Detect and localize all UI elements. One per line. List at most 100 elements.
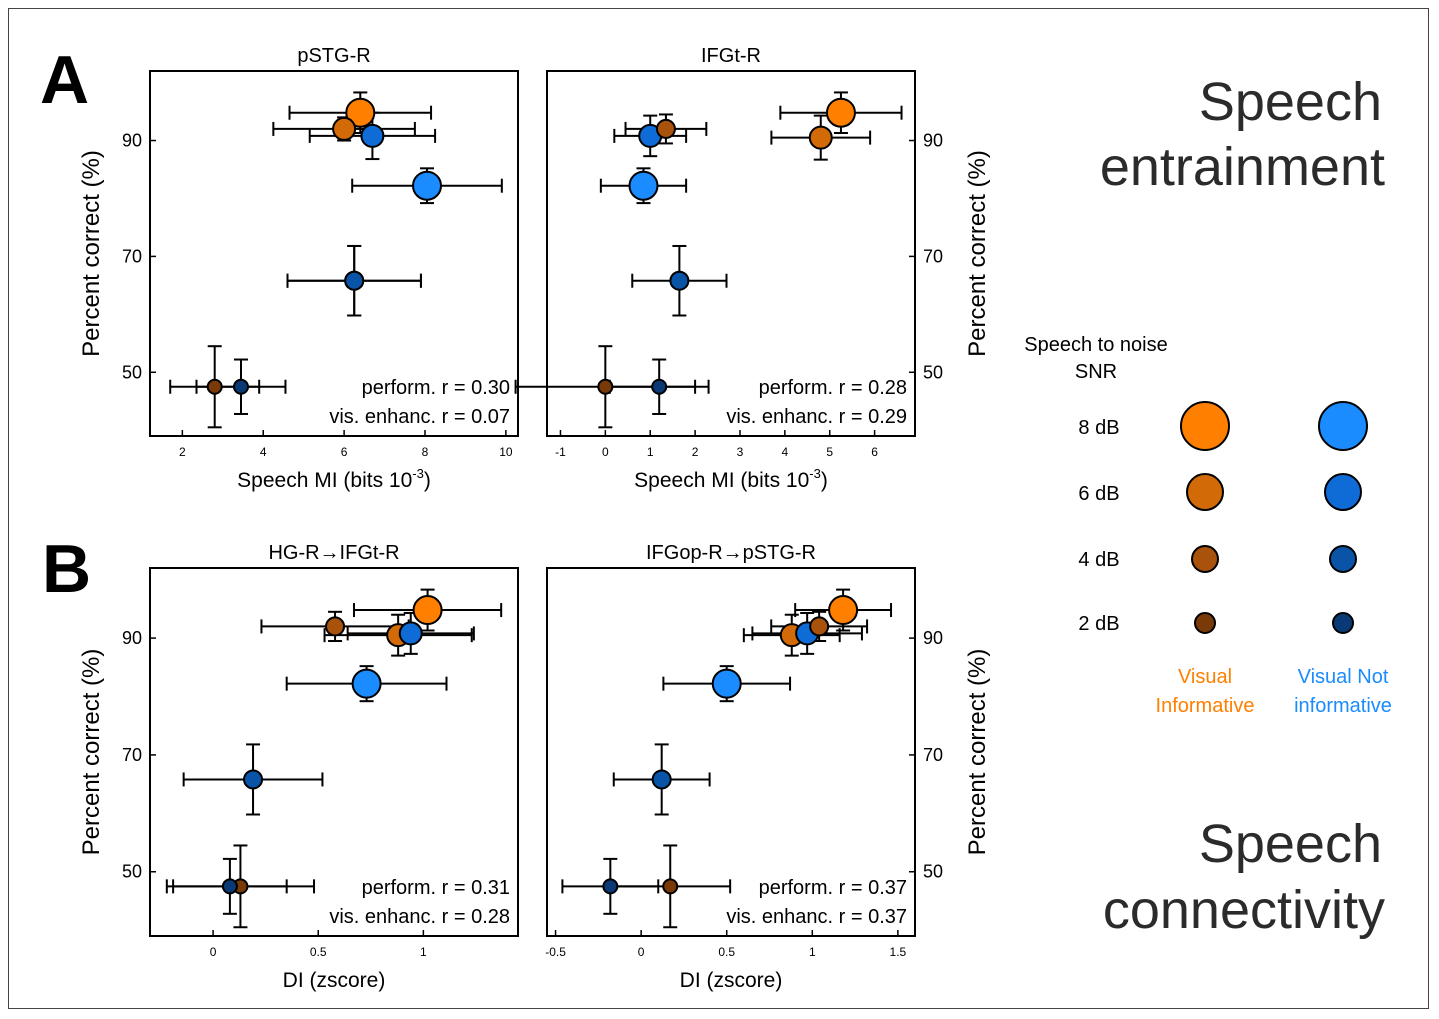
- data-point-notinformative-6db: [360, 123, 385, 148]
- x-tick-label: 1.5: [890, 945, 907, 959]
- data-point-notinformative-4db: [344, 270, 365, 291]
- legend-level-8db: 8 dB: [1078, 417, 1119, 439]
- legend-marker-informative-6db: [1186, 473, 1224, 511]
- legend-col2-label-line2: informative: [1294, 695, 1392, 717]
- plot-frame: [149, 567, 519, 937]
- x-tick-label: 5: [826, 445, 833, 459]
- x-tick-label: 0: [210, 945, 217, 959]
- y-tick-label: 90: [923, 628, 943, 648]
- data-point-notinformative-2db: [221, 878, 238, 895]
- y-tick-label: 70: [122, 246, 142, 266]
- y-tick-label: 90: [122, 131, 142, 151]
- chart-title: pSTG-R: [297, 45, 370, 67]
- annotation-text: vis. enhanc. r = 0.07: [329, 406, 510, 428]
- legend-col2-label-line1: Visual Not: [1298, 666, 1389, 688]
- y-tick-label: 50: [923, 862, 943, 882]
- chart-panel-2: IFGt-R -1 0 1 2 3 4 5 6 50 70 90 Speech MI (bits 10-…: [514, 45, 991, 492]
- data-point-informative-6db: [808, 125, 833, 150]
- x-tick-label: 1: [809, 945, 816, 959]
- y-tick-label: 90: [122, 628, 142, 648]
- legend-marker-informative-2db: [1194, 612, 1216, 634]
- data-point-informative-4db: [809, 616, 830, 637]
- annotation-text: perform. r = 0.31: [362, 877, 510, 899]
- x-tick-label: 1: [420, 945, 427, 959]
- legend-level-6db: 6 dB: [1078, 483, 1119, 505]
- y-tick-label: 70: [122, 745, 142, 765]
- legend-level-4db: 4 dB: [1078, 549, 1119, 571]
- x-tick-label: 2: [692, 445, 699, 459]
- x-tick-label: 4: [260, 445, 267, 459]
- y-tick-label: 50: [122, 362, 142, 382]
- data-point-informative-6db: [332, 116, 357, 141]
- y-tick-label: 70: [923, 246, 943, 266]
- data-point-notinformative-4db: [669, 270, 690, 291]
- data-point-informative-2db: [662, 878, 679, 895]
- x-tick-label: 3: [737, 445, 744, 459]
- x-tick-label: 8: [422, 445, 429, 459]
- y-axis-label: Percent correct (%): [964, 649, 991, 856]
- chart-title: IFGop-R→pSTG-R: [646, 542, 816, 564]
- x-tick-label: -1: [555, 445, 566, 459]
- legend-level-2db: 2 dB: [1078, 613, 1119, 635]
- legend-col1-label-line1: Visual: [1178, 666, 1232, 688]
- data-point-informative-8db: [412, 595, 443, 626]
- plot-frame: [149, 70, 519, 437]
- panel-letter-b: B: [42, 531, 91, 607]
- data-point-informative-2db: [206, 378, 223, 395]
- plot-frame: [546, 70, 916, 437]
- data-point-notinformative-2db: [602, 878, 619, 895]
- data-point-notinformative-2db: [232, 378, 249, 395]
- x-tick-label: 6: [341, 445, 348, 459]
- data-point-notinformative-8db: [351, 668, 382, 699]
- side-label-entrainment-line1: Speech: [1199, 72, 1382, 132]
- legend-title-line1: Speech to noise: [1024, 334, 1167, 356]
- legend-marker-notinformative-6db: [1324, 473, 1362, 511]
- x-tick-label: 6: [871, 445, 878, 459]
- chart-title: HG-R→IFGt-R: [268, 542, 399, 564]
- x-tick-label: 0: [602, 445, 609, 459]
- legend-marker-notinformative-4db: [1329, 545, 1357, 573]
- x-tick-label: 0.5: [310, 945, 327, 959]
- y-tick-label: 50: [923, 362, 943, 382]
- annotation-text: vis. enhanc. r = 0.28: [329, 906, 510, 928]
- legend-col1-label-line2: Informative: [1156, 695, 1255, 717]
- annotation-text: vis. enhanc. r = 0.37: [726, 906, 907, 928]
- legend: Speech to noise SNR 8 dB 6 dB 4 dB 2 dB …: [1024, 334, 1392, 717]
- legend-marker-notinformative-8db: [1318, 401, 1368, 451]
- x-tick-label: 2: [179, 445, 186, 459]
- x-tick-label: 10: [499, 445, 513, 459]
- y-axis-label: Percent correct (%): [78, 649, 105, 856]
- x-axis-label: Speech MI (bits 10-3): [237, 466, 431, 492]
- y-tick-label: 90: [923, 131, 943, 151]
- x-tick-label: 4: [782, 445, 789, 459]
- x-axis-label: DI (zscore): [680, 969, 783, 992]
- annotation-text: vis. enhanc. r = 0.29: [726, 406, 907, 428]
- data-point-informative-4db: [655, 118, 676, 139]
- data-point-informative-8db: [825, 97, 856, 128]
- data-point-informative-8db: [828, 595, 859, 626]
- annotation-text: perform. r = 0.37: [759, 877, 907, 899]
- legend-marker-notinformative-2db: [1332, 612, 1354, 634]
- x-axis-label: Speech MI (bits 10-3): [634, 466, 828, 492]
- legend-marker-informative-4db: [1191, 545, 1219, 573]
- y-axis-label: Percent correct (%): [964, 150, 991, 357]
- y-axis-label: Percent correct (%): [78, 150, 105, 357]
- chart-panel-3: HG-R→IFGt-R 0 0.5 1 50 70 90 DI (zscore) Percent…: [78, 542, 519, 992]
- side-label-entrainment: Speech entrainment: [1100, 72, 1385, 197]
- data-point-notinformative-6db: [398, 621, 423, 646]
- x-tick-label: 1: [647, 445, 654, 459]
- data-point-notinformative-8db: [711, 668, 742, 699]
- annotation-text: perform. r = 0.28: [759, 377, 907, 399]
- data-point-informative-8db: [345, 97, 376, 128]
- legend-marker-informative-8db: [1180, 401, 1230, 451]
- side-label-connectivity: Speech connectivity: [1103, 814, 1385, 940]
- y-tick-label: 50: [122, 862, 142, 882]
- figure-frame: [8, 8, 1429, 1009]
- legend-title-line2: SNR: [1075, 361, 1117, 383]
- chart-panel-1: pSTG-R 2 4 6 8 10 50 70 90 Speech MI (bits 10-3) P…: [78, 45, 519, 492]
- side-label-entrainment-line2: entrainment: [1100, 137, 1385, 197]
- chart-title: IFGt-R: [701, 45, 761, 67]
- data-point-informative-2db: [597, 378, 614, 395]
